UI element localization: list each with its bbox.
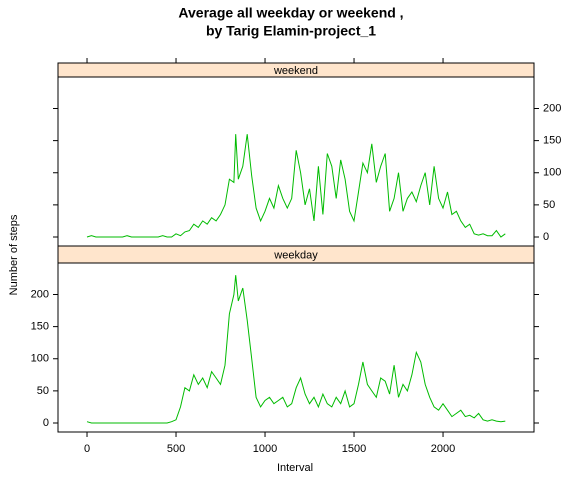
y-tick-label: 150 <box>543 135 561 147</box>
y-tick-label: 200 <box>31 288 49 300</box>
y-tick-label: 0 <box>543 231 549 243</box>
x-tick-label: 1500 <box>342 443 366 455</box>
y-tick-label: 200 <box>543 102 561 114</box>
x-tick-label: 0 <box>84 443 90 455</box>
y-tick-label: 50 <box>543 199 555 211</box>
y-tick-label: 0 <box>43 417 49 429</box>
y-axis-label: Number of steps <box>8 214 20 295</box>
data-line <box>86 134 506 238</box>
chart-title: by Tarig Elamin-project_1 <box>206 23 376 39</box>
x-tick-label: 2000 <box>431 443 455 455</box>
data-line <box>86 275 506 424</box>
y-tick-label: 150 <box>31 321 49 333</box>
y-tick-label: 100 <box>543 167 561 179</box>
panel-frame <box>57 262 535 433</box>
panel-frame <box>57 76 535 247</box>
strip-label: weekday <box>273 249 318 261</box>
y-tick-label: 100 <box>31 353 49 365</box>
chart-title: Average all weekday or weekend , <box>178 5 403 21</box>
x-tick-label: 1000 <box>253 443 277 455</box>
strip-label: weekend <box>273 65 318 77</box>
y-tick-label: 50 <box>37 385 49 397</box>
x-tick-label: 500 <box>167 443 185 455</box>
x-axis-label: Interval <box>277 462 313 474</box>
